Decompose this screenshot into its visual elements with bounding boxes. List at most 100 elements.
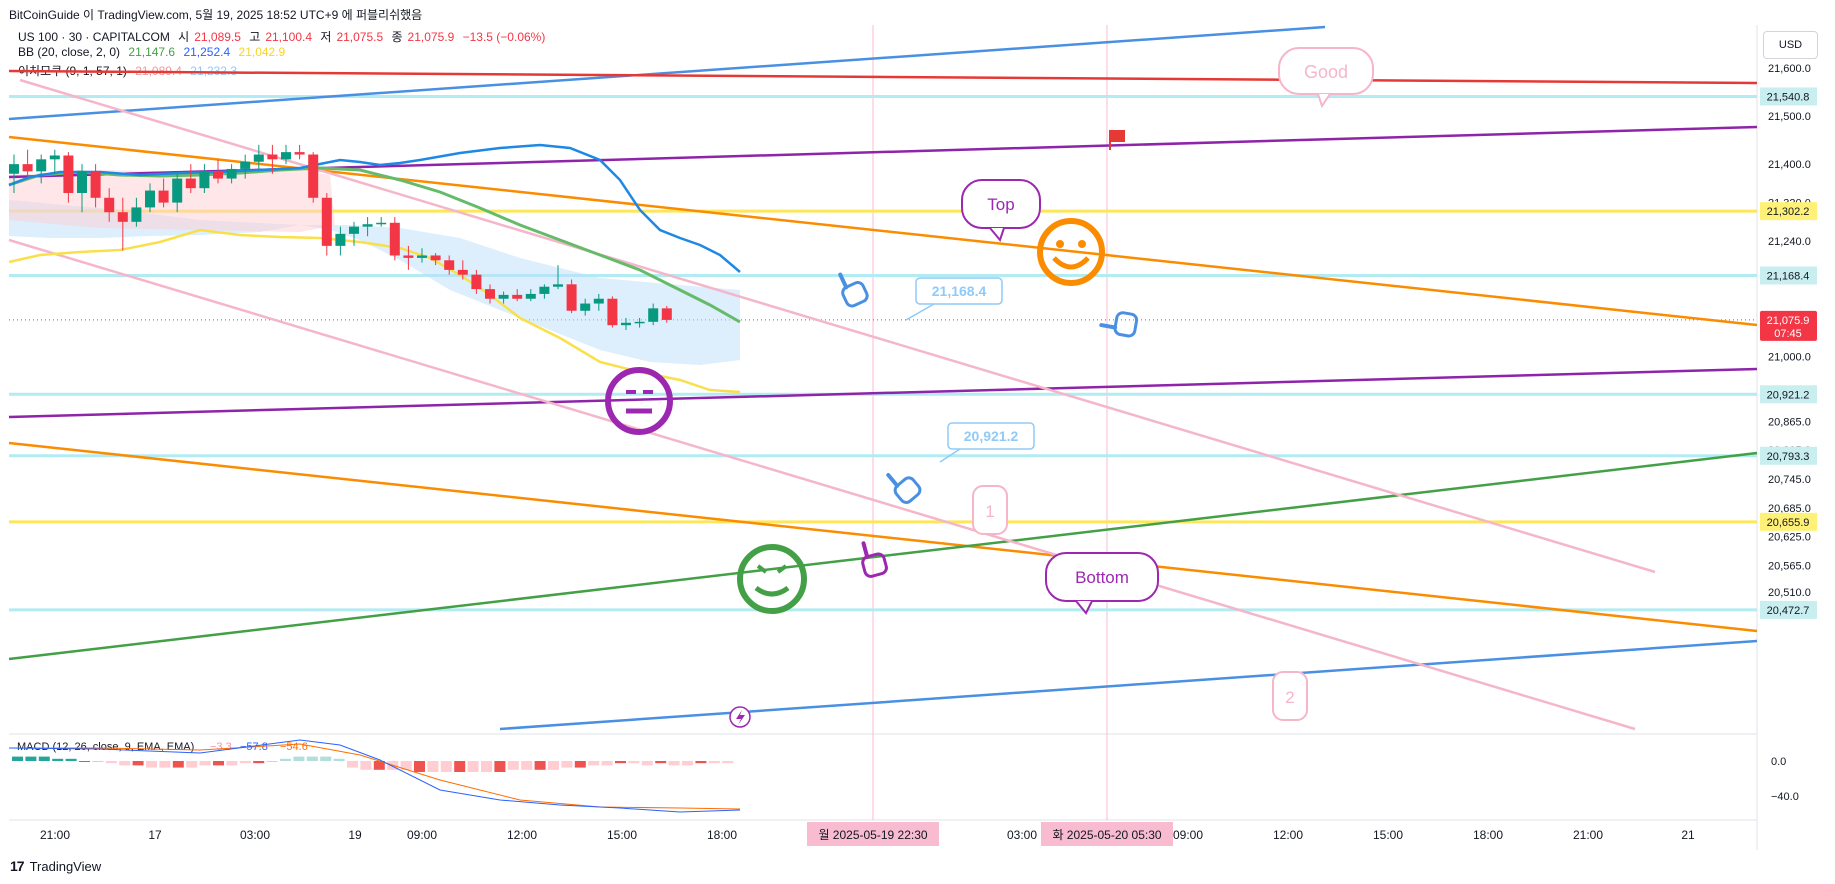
tradingview-footer[interactable]: 17 TradingView (10, 858, 101, 874)
candle-body-17 (240, 161, 251, 169)
macd-bar-41 (561, 761, 573, 768)
price-tick-8: 20,745.0 (1768, 474, 1811, 486)
trendline-pink-upper[interactable] (19, 78, 1656, 574)
trendline-blue-bottom[interactable] (499, 639, 1758, 731)
currency-button[interactable]: USD (1763, 31, 1818, 59)
tradingview-logo-icon: 17 (10, 858, 25, 874)
number-marker-1[interactable]: 1 (972, 485, 1008, 535)
macd-bar-45 (615, 761, 626, 764)
price-level-labels: 21,540.8 21,302.2 21,168.4 20,921.2 20,793.3… (1760, 87, 1817, 619)
bb-lower-value: 21,042.9 (238, 45, 286, 59)
candle-body-21 (294, 152, 305, 155)
time-tick-9: 09:00 (1173, 828, 1203, 842)
macd-bar-25 (347, 761, 358, 768)
time-tick-14: 21 (1681, 828, 1695, 842)
candle-body-42 (580, 303, 591, 311)
macd-bar-31 (427, 761, 439, 772)
macd-bar-26 (360, 761, 372, 770)
level-label-bg-3 (1760, 385, 1817, 404)
macd-bar-44 (601, 761, 613, 766)
number-marker-2[interactable]: 2 (1272, 671, 1308, 721)
macd-bar-17 (239, 761, 251, 764)
candle-body-33 (457, 269, 468, 275)
macd-bar-52 (708, 761, 720, 764)
trendline-red[interactable] (8, 69, 1758, 85)
price-tick-10: 20,625.0 (1768, 532, 1811, 544)
bb-legend[interactable]: BB (20, close, 2, 0) 21,147.6 21,252.4 2… (18, 45, 290, 59)
macd-bar-36 (494, 761, 506, 772)
macd-bar-21 (293, 756, 305, 761)
price-tick-1: 21,500.0 (1768, 111, 1811, 123)
flag-icon (1109, 130, 1125, 150)
macd-bar-1 (25, 756, 37, 761)
macd-bar-6 (92, 761, 104, 762)
level-label-bg-6 (1760, 600, 1817, 619)
bb-lower (8, 228, 741, 394)
good-bubble[interactable]: Good (1278, 47, 1374, 109)
macd-bar-23 (320, 756, 332, 761)
candle-body-48 (661, 308, 672, 320)
price-tick-2: 21,400.0 (1768, 159, 1811, 171)
macd-bar-19 (266, 761, 278, 762)
candle-body-26 (362, 224, 373, 227)
price-change: −13.5 (−0.06%) (462, 30, 546, 44)
macd-bar-33 (454, 761, 466, 772)
candle-body-16 (226, 168, 237, 179)
lightning-icon[interactable] (729, 706, 751, 728)
ohlc-low: 저 21,075.5 (320, 30, 384, 44)
bottom-bubble[interactable]: Bottom (1045, 552, 1159, 615)
candle-body-44 (607, 298, 618, 326)
time-tick-7: 18:00 (707, 828, 737, 842)
macd-bar-13 (186, 761, 198, 768)
candle-body-41 (566, 284, 577, 311)
grin-face-icon (737, 544, 807, 614)
price-tick-5: 21,000.0 (1768, 351, 1811, 363)
price-tick-9: 20,685.0 (1768, 503, 1811, 515)
smiley-face-icon (1037, 218, 1105, 286)
svg-text:화 2025-05-20 05:30: 화 2025-05-20 05:30 (1052, 828, 1161, 842)
candle-body-19 (267, 154, 278, 160)
macd-bar-2 (38, 756, 50, 761)
candle-body-7 (104, 197, 115, 213)
top-bubble[interactable]: Top (961, 179, 1041, 243)
candle-body-3 (49, 155, 60, 160)
level-label-bg-1 (1760, 202, 1817, 221)
trendline-purple-lower[interactable] (8, 367, 1758, 419)
trendline-blue-top[interactable] (8, 25, 1326, 121)
level-label-0: 21,540.8 (1767, 91, 1810, 103)
macd-bar-48 (655, 761, 667, 764)
candle-body-47 (648, 308, 659, 322)
svg-text:월 2025-05-19 22:30: 월 2025-05-19 22:30 (818, 828, 927, 842)
candle-body-9 (131, 207, 142, 222)
macd-signal-line (9, 743, 741, 810)
time-axis[interactable]: 21:00 17 03:00 19 09:00 12:00 15:00 18:00 03:00 0… (40, 828, 1695, 842)
trendline-orange-lower[interactable] (8, 441, 1758, 633)
macd-bar-9 (132, 761, 144, 766)
macd-bar-15 (213, 761, 224, 766)
callout-21168[interactable]: 21,168.4 (905, 277, 1003, 321)
time-tick-5: 12:00 (507, 828, 537, 842)
time-tick-0: 21:00 (40, 828, 70, 842)
candle-body-36 (498, 294, 509, 299)
time-highlight-1: 월 2025-05-19 22:30 (807, 822, 939, 846)
macd-bar-11 (159, 761, 171, 768)
candle-body-25 (349, 226, 359, 234)
macd-bar-0 (12, 756, 23, 761)
callout-20921[interactable]: 20,921.2 (939, 422, 1035, 463)
price-tick-6: 20,865.0 (1768, 416, 1811, 428)
ichimoku-cloud-red (9, 168, 335, 232)
macd-bar-51 (695, 761, 707, 764)
candle-body-12 (172, 178, 183, 203)
symbol-legend: US 100 · 30 · CAPITALCOM 시 21,089.5 고 21,1… (18, 28, 550, 45)
trendline-pink-lower[interactable] (8, 238, 1636, 731)
candle-body-18 (253, 154, 264, 162)
candle-body-4 (63, 155, 74, 193)
price-tick-11: 20,565.0 (1768, 561, 1811, 573)
macd-bar-50 (682, 761, 693, 766)
bb-basis-value: 21,147.6 (128, 45, 176, 59)
pointing-hand-icon-2 (1099, 311, 1139, 338)
macd-bar-35 (481, 761, 492, 772)
macd-bar-38 (521, 761, 533, 770)
level-label-bg-4 (1760, 446, 1817, 465)
